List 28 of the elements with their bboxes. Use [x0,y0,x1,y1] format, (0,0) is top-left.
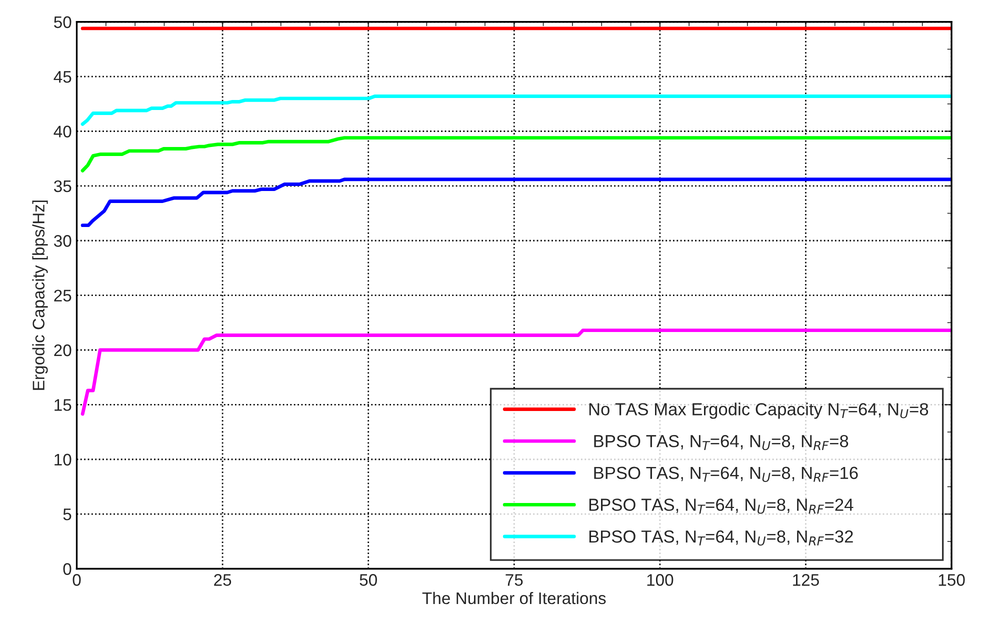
y-tick-label: 45 [54,71,72,83]
x-tick-label: 150 [938,574,965,586]
x-tick-label: 50 [360,574,377,586]
y-tick-label: 15 [54,399,72,411]
x-tick-label: 75 [506,574,523,586]
legend-label: No TAS Max Ergodic Capacity N$_{T}$=64, N$_{U}$=8 [589,402,928,419]
y-tick-label: 30 [54,235,72,247]
y-tick-label: 40 [54,126,72,138]
y-tick-label: 35 [54,180,72,192]
y-tick-label: 5 [63,508,72,520]
legend-label: BPSO TAS, N$_{T}$=64, N$_{U}$=8, N$_{RF}$=16 [594,466,858,482]
x-tick-label: 125 [793,574,819,586]
y-tick-label: 50 [54,16,72,28]
y-tick-label: 20 [54,344,72,356]
legend-label: BPSO TAS, N$_{T}$=64, N$_{U}$=8, N$_{RF}$=24 [589,498,854,514]
y-tick-label: 25 [54,290,72,302]
y-axis-title: Ergodic Capacity [bps/Hz] [32,200,48,390]
legend-label: BPSO TAS, N$_{T}$=64, N$_{U}$=8, N$_{RF}$=32 [589,530,853,546]
x-tick-label: 25 [214,574,232,586]
y-tick-label: 10 [54,454,72,466]
legend-label: BPSO TAS, N$_{T}$=64, N$_{U}$=8, N$_{RF}$=8 [594,435,848,450]
x-axis-title: The Number of Iterations [422,592,606,604]
line-series [80,136,952,172]
line-series [80,94,952,126]
x-tick-label: 0 [72,574,81,586]
line-series [80,178,952,228]
y-tick-label: 0 [63,563,72,575]
x-tick-label: 100 [647,574,674,586]
